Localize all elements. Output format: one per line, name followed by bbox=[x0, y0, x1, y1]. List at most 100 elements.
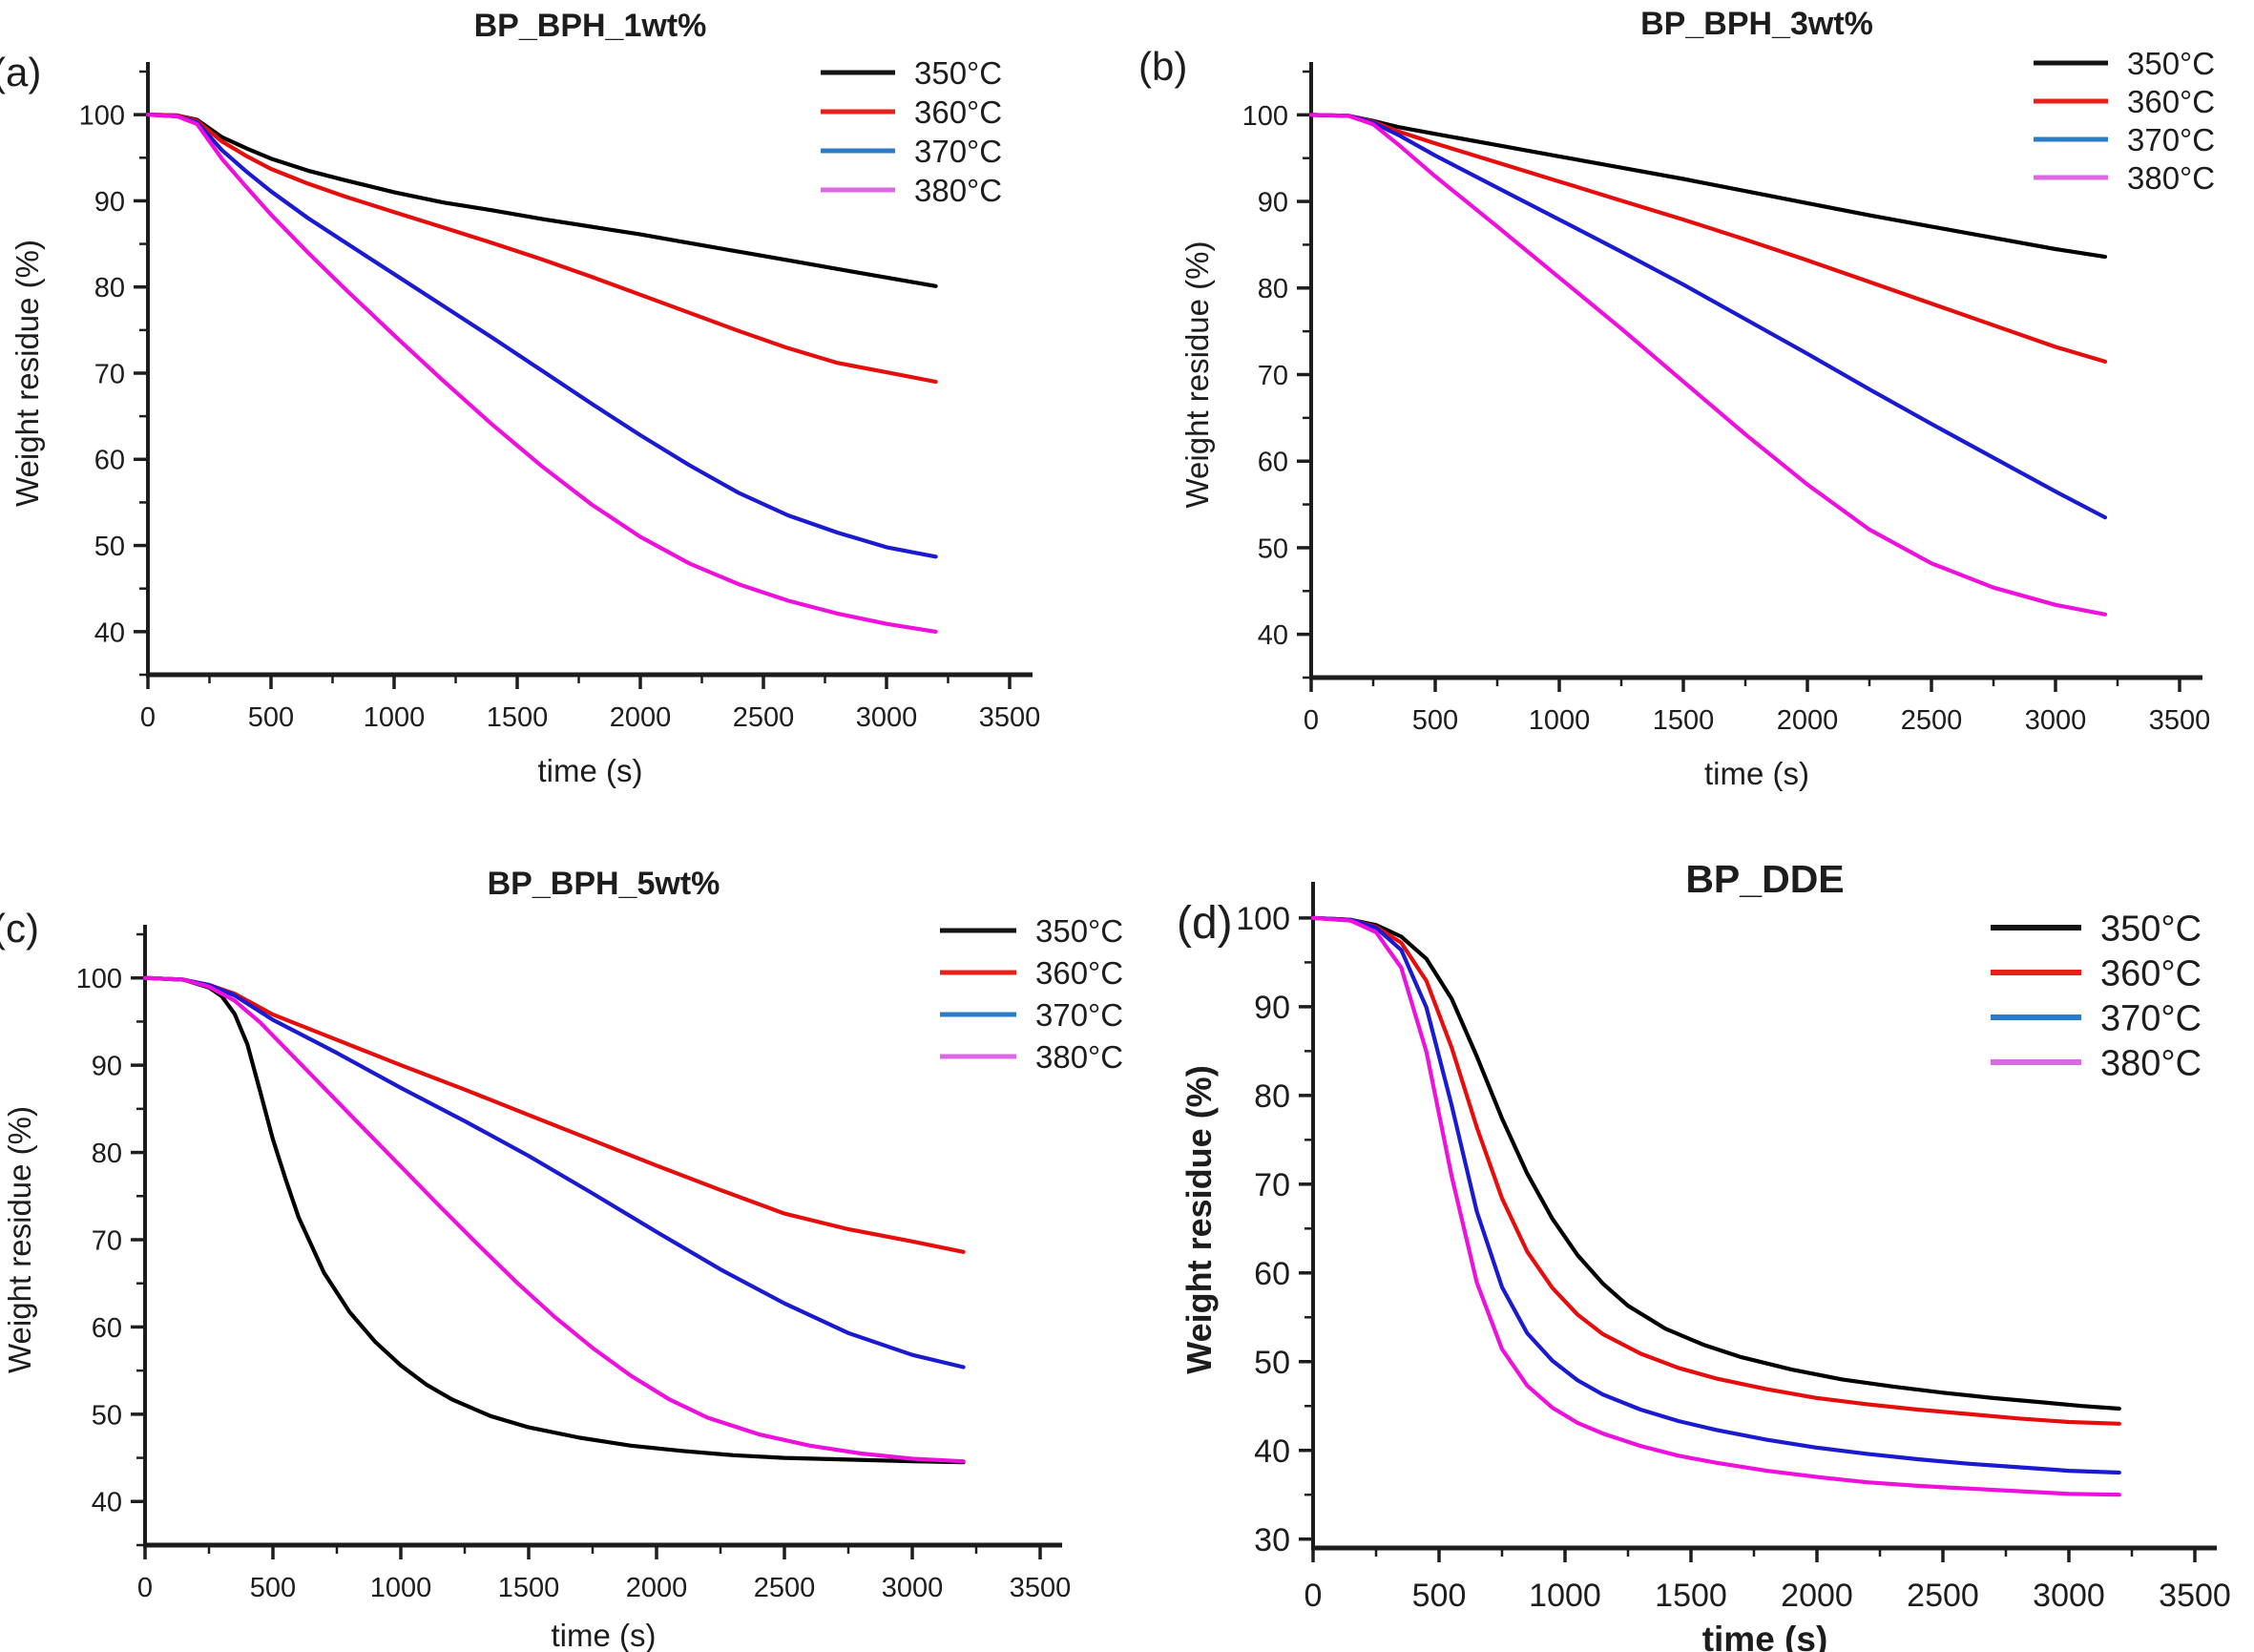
x-tick-label: 1500 bbox=[1653, 705, 1715, 736]
y-tick-label: 30 bbox=[1254, 1522, 1290, 1558]
panel-d: (d) BP_DDE 30 40 50 60 70 80 90 100 0 500 1000 1500 20… bbox=[1127, 826, 2254, 1652]
x-tick-label: 3500 bbox=[2159, 1578, 2231, 1614]
legend-label-360c: 360°C bbox=[914, 94, 1002, 130]
x-tick-label: 500 bbox=[1412, 1578, 1467, 1614]
curve-380c bbox=[142, 975, 966, 1464]
chart-title: BP_BPH_1wt% bbox=[474, 8, 707, 44]
y-axis-title: Weight residue (%) bbox=[2, 1106, 37, 1373]
chart-svg-c: (c)BP_BPH_5wt%40506070809010005001000150… bbox=[0, 866, 1123, 1652]
legend-label-380c: 380°C bbox=[1035, 1039, 1123, 1075]
y-tick-label: 70 bbox=[92, 1225, 122, 1256]
y-tick-label: 50 bbox=[92, 1400, 122, 1431]
y-tick-label: 40 bbox=[92, 1488, 122, 1518]
x-axis-title: time (s) bbox=[1704, 756, 1809, 791]
y-tick-label: 50 bbox=[94, 532, 125, 562]
legend-label-350c: 350°C bbox=[1035, 913, 1123, 949]
x-tick-label: 0 bbox=[1304, 705, 1319, 736]
curve-370c bbox=[145, 113, 938, 559]
y-tick-label: 70 bbox=[94, 359, 125, 389]
x-tick-label: 1000 bbox=[1529, 705, 1591, 736]
x-tick-label: 3500 bbox=[1010, 1573, 1072, 1603]
curve-370c bbox=[1308, 113, 2108, 520]
x-axis-title: time (s) bbox=[552, 1618, 657, 1652]
curve-350c bbox=[1310, 915, 2121, 1412]
legend-label-360c: 360°C bbox=[2127, 84, 2215, 119]
x-tick-label: 1000 bbox=[364, 702, 426, 733]
panel-letter: (c) bbox=[0, 906, 39, 951]
y-tick-label: 90 bbox=[1254, 990, 1290, 1026]
x-tick-label: 3500 bbox=[2149, 705, 2211, 736]
x-axis-title: time (s) bbox=[1702, 1620, 1828, 1652]
panel-c: (c)BP_BPH_5wt%40506070809010005001000150… bbox=[0, 826, 1127, 1652]
y-tick-label: 60 bbox=[1254, 1256, 1290, 1292]
y-tick-label: 100 bbox=[79, 101, 125, 132]
x-tick-label: 2000 bbox=[626, 1573, 688, 1603]
legend-label-380c: 380°C bbox=[2127, 160, 2215, 196]
x-tick-label: 1000 bbox=[1529, 1578, 1601, 1614]
y-tick-label: 90 bbox=[92, 1052, 122, 1082]
y-tick-label: 80 bbox=[92, 1139, 122, 1169]
legend-label-370c: 370°C bbox=[1035, 997, 1123, 1033]
x-tick-label: 2000 bbox=[1777, 705, 1839, 736]
y-tick-label: 70 bbox=[1258, 361, 1288, 391]
x-tick-label: 500 bbox=[1412, 705, 1458, 736]
legend-label-380c: 380°C bbox=[914, 173, 1002, 208]
curve-380c bbox=[1308, 113, 2108, 617]
x-tick-label: 1500 bbox=[498, 1573, 560, 1603]
y-tick-label: 100 bbox=[1236, 901, 1290, 937]
y-tick-label: 40 bbox=[94, 617, 125, 648]
y-tick-label: 80 bbox=[1258, 274, 1288, 304]
panel-letter: (a) bbox=[0, 50, 41, 94]
x-tick-label: 2000 bbox=[610, 702, 672, 733]
y-tick-label: 100 bbox=[76, 964, 122, 994]
y-tick-label: 40 bbox=[1254, 1433, 1290, 1470]
y-tick-label: 60 bbox=[94, 446, 125, 476]
x-tick-label: 500 bbox=[248, 702, 294, 733]
legend-label-370c: 370°C bbox=[2127, 122, 2215, 157]
y-axis-title: Weight residue (%) bbox=[10, 240, 45, 507]
x-tick-label: 1000 bbox=[370, 1573, 432, 1603]
x-tick-label: 0 bbox=[1304, 1578, 1323, 1614]
chart-title: BP_BPH_5wt% bbox=[488, 866, 720, 902]
x-tick-label: 2500 bbox=[1907, 1578, 1979, 1614]
x-tick-label: 0 bbox=[140, 702, 156, 733]
curve-380c bbox=[1310, 915, 2121, 1497]
y-tick-label: 70 bbox=[1254, 1167, 1290, 1203]
legend-label-370c: 370°C bbox=[2100, 999, 2202, 1039]
y-tick-label: 50 bbox=[1258, 533, 1288, 564]
x-tick-label: 1500 bbox=[1655, 1578, 1727, 1614]
panel-a: (a)BP_BPH_1wt%40506070809010005001000150… bbox=[0, 0, 1127, 826]
x-tick-label: 3500 bbox=[979, 702, 1041, 733]
chart-svg-a: (a)BP_BPH_1wt%40506070809010005001000150… bbox=[0, 8, 1041, 788]
x-tick-label: 3000 bbox=[2025, 705, 2087, 736]
x-tick-label: 0 bbox=[137, 1573, 153, 1603]
y-tick-label: 80 bbox=[94, 273, 125, 303]
curve-380c bbox=[145, 113, 938, 634]
legend-label-370c: 370°C bbox=[914, 134, 1002, 169]
x-tick-label: 3000 bbox=[2033, 1578, 2105, 1614]
chart-title: BP_BPH_3wt% bbox=[1640, 6, 1873, 42]
y-tick-label: 100 bbox=[1242, 101, 1288, 132]
curve-350c bbox=[142, 975, 966, 1465]
x-tick-label: 1500 bbox=[487, 702, 549, 733]
y-tick-label: 60 bbox=[92, 1313, 122, 1344]
chart-title: BP_DDE bbox=[1685, 857, 1844, 901]
legend-label-350c: 350°C bbox=[2127, 46, 2215, 81]
y-tick-label: 60 bbox=[1258, 448, 1288, 478]
y-tick-label: 40 bbox=[1258, 620, 1288, 651]
panel-b: (b) BP_BPH_3wt% 40 50 60 70 80 90 100 0 500 1000 150… bbox=[1127, 0, 2254, 826]
curve-360c bbox=[1310, 915, 2121, 1426]
y-axis-title: Weight residue (%) bbox=[1179, 1065, 1219, 1373]
legend-label-350c: 350°C bbox=[914, 55, 1002, 91]
y-tick-label: 80 bbox=[1254, 1078, 1290, 1115]
x-axis-title: time (s) bbox=[538, 753, 643, 788]
x-tick-label: 2500 bbox=[754, 1573, 816, 1603]
legend-label-360c: 360°C bbox=[1035, 955, 1123, 991]
curve-370c bbox=[1310, 915, 2121, 1475]
y-tick-label: 50 bbox=[1254, 1345, 1290, 1381]
panel-letter: (b) bbox=[1138, 44, 1187, 89]
y-axis-title: Weight residue (%) bbox=[1179, 240, 1215, 508]
legend-label-360c: 360°C bbox=[2100, 954, 2202, 994]
